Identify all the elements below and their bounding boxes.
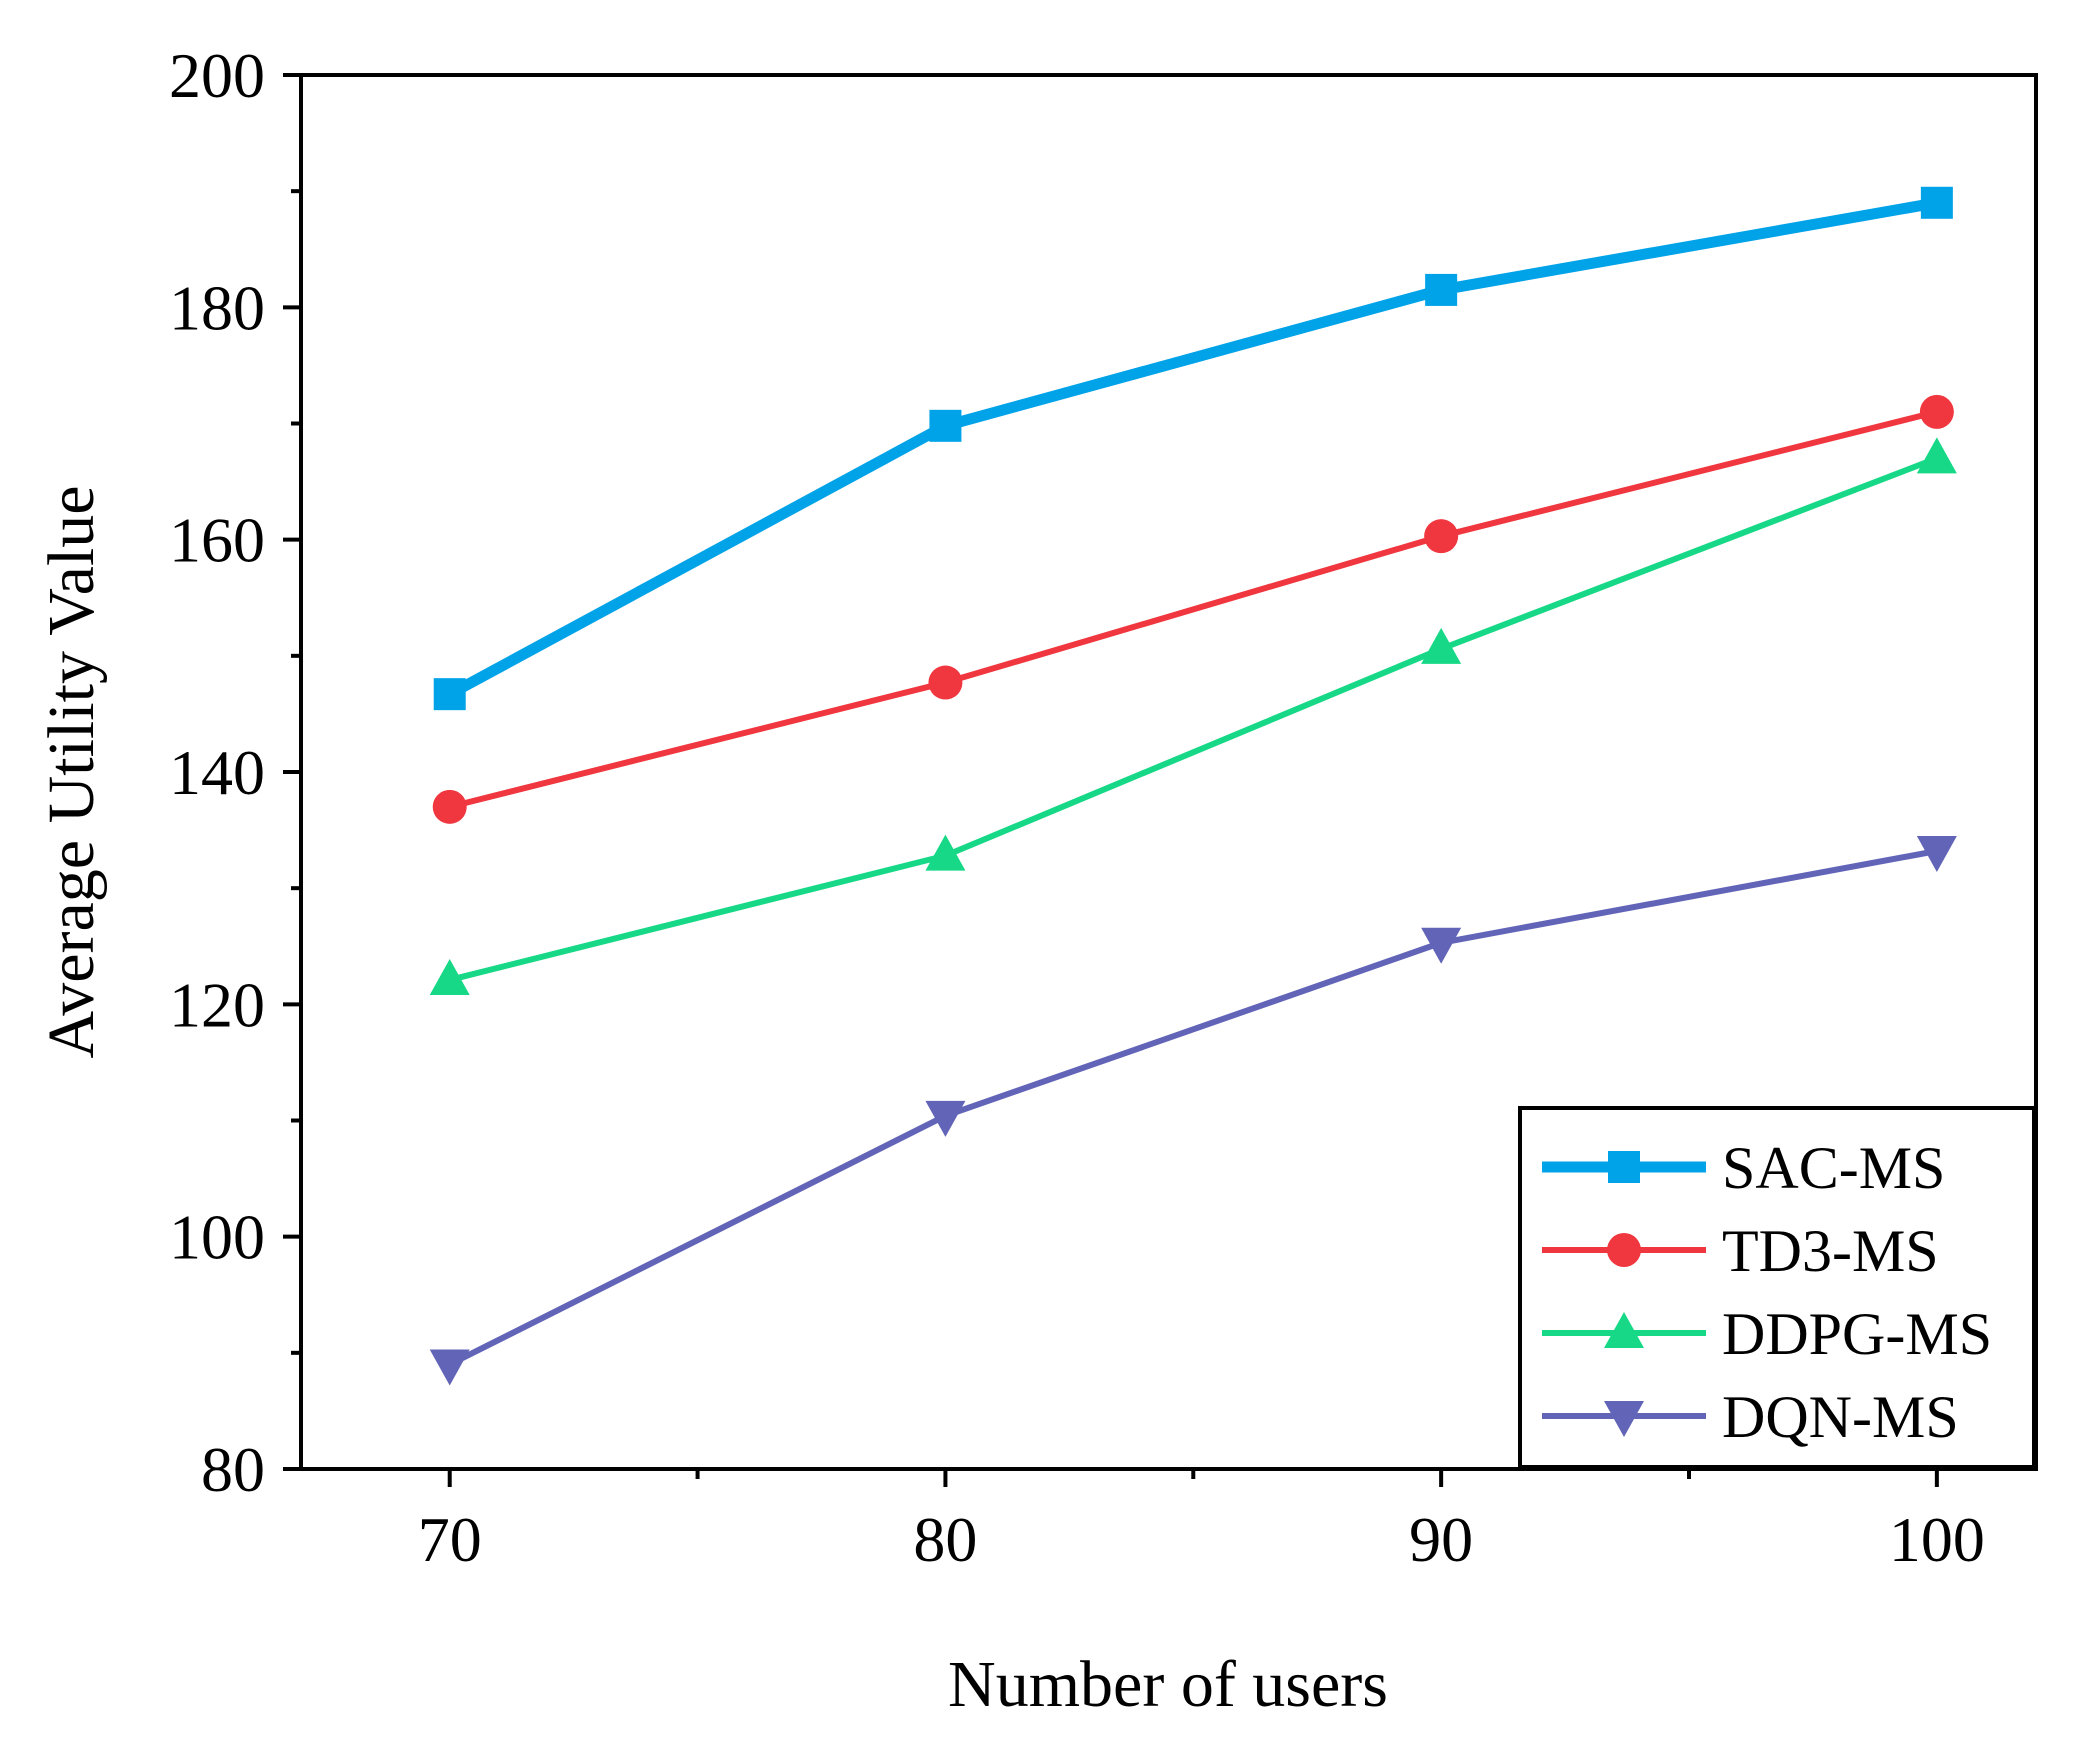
y-axis-title: Average Utility Value — [35, 485, 108, 1058]
series-dqn-ms — [429, 835, 1957, 1386]
series-line-dqn-ms — [448, 848, 1938, 1368]
legend-item-td3-ms: TD3-MS — [1542, 1218, 1939, 1284]
series-line-td3-ms — [448, 408, 1938, 810]
series-td3-ms — [432, 394, 1954, 824]
y-tick-label-120: 120 — [169, 969, 265, 1040]
legend-marker-sac-ms — [1608, 1151, 1640, 1183]
legend-marker-td3-ms — [1607, 1233, 1641, 1267]
legend-marker-dqn-ms — [1604, 1401, 1644, 1437]
data-point-sac-ms-100 — [1920, 186, 1953, 219]
x-tick-label-70: 70 — [418, 1504, 482, 1575]
legend-label-td3-ms: TD3-MS — [1722, 1218, 1939, 1284]
legend-item-dqn-ms: DQN-MS — [1542, 1384, 1959, 1450]
x-tick-label-100: 100 — [1889, 1504, 1985, 1575]
x-axis-title: Number of users — [948, 1648, 1388, 1721]
legend-marker-ddpg-ms — [1604, 1312, 1644, 1348]
legend-label-dqn-ms: DQN-MS — [1722, 1384, 1959, 1450]
legend-item-ddpg-ms: DDPG-MS — [1542, 1301, 1992, 1367]
y-tick-label-200: 200 — [169, 40, 265, 111]
y-tick-label-80: 80 — [201, 1434, 265, 1505]
data-point-ddpg-ms-90 — [1421, 627, 1462, 664]
data-point-ddpg-ms-70 — [429, 958, 470, 995]
ticks-layer: 70 80 90 100 80 100 120 140 160 180 200 — [169, 40, 1985, 1575]
series-sac-ms — [433, 186, 1953, 711]
legend: SAC-MS TD3-MS DDPG-MS DQN-MS — [1518, 1106, 2036, 1469]
data-point-dqn-ms-90 — [1421, 927, 1462, 964]
legend-entries: SAC-MS TD3-MS DDPG-MS DQN-MS — [1542, 1135, 1992, 1450]
data-point-ddpg-ms-80 — [925, 834, 966, 871]
series-ddpg-ms — [429, 437, 1957, 995]
series-line-ddpg-ms — [448, 455, 1938, 983]
data-point-sac-ms-90 — [1425, 273, 1458, 306]
data-point-dqn-ms-70 — [429, 1349, 470, 1386]
data-point-dqn-ms-100 — [1916, 835, 1957, 872]
data-point-dqn-ms-80 — [925, 1100, 966, 1137]
data-point-td3-ms-90 — [1424, 519, 1459, 554]
y-tick-label-160: 160 — [169, 505, 265, 576]
legend-label-sac-ms: SAC-MS — [1722, 1135, 1945, 1201]
legend-label-ddpg-ms: DDPG-MS — [1722, 1301, 1992, 1367]
y-tick-label-100: 100 — [169, 1202, 265, 1273]
y-tick-label-140: 140 — [169, 737, 265, 808]
x-tick-label-80: 80 — [913, 1504, 977, 1575]
data-point-ddpg-ms-100 — [1916, 437, 1957, 474]
series-line-sac-ms — [447, 197, 1938, 700]
y-tick-label-180: 180 — [169, 272, 265, 343]
data-point-td3-ms-80 — [928, 665, 963, 700]
data-point-sac-ms-70 — [433, 678, 466, 711]
data-point-sac-ms-80 — [929, 409, 962, 442]
data-point-td3-ms-100 — [1919, 394, 1954, 429]
x-tick-label-90: 90 — [1409, 1504, 1473, 1575]
legend-item-sac-ms: SAC-MS — [1542, 1135, 1945, 1201]
series-layer — [429, 186, 1957, 1386]
data-point-td3-ms-70 — [432, 789, 467, 824]
